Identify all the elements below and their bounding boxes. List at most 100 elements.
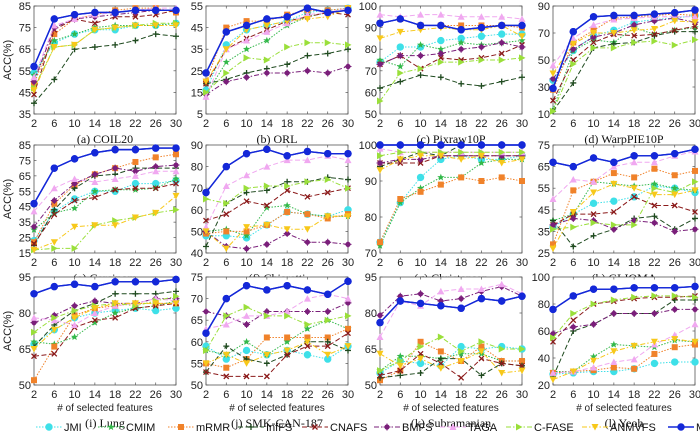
data-point-cmim — [91, 187, 99, 195]
data-point-inffs — [284, 178, 291, 185]
data-point-mnfr-mr — [111, 278, 119, 286]
series-line-anmvfs — [552, 183, 696, 249]
x-tick-label: 10 — [414, 257, 426, 269]
data-point-bmfs — [417, 290, 425, 298]
data-point-cmim — [303, 325, 312, 332]
data-point-taga — [283, 156, 291, 164]
data-point-cnafs — [324, 343, 331, 350]
data-point-inffs — [263, 360, 270, 367]
data-point-anmvfs — [50, 239, 58, 246]
x-tick-label: 2 — [203, 389, 209, 401]
data-point-bmfs — [569, 323, 577, 331]
data-point-c-fase — [671, 41, 679, 49]
data-point-mnfr-mr — [610, 158, 618, 166]
x-tick-label: 14 — [608, 118, 620, 130]
series-line-cmim — [379, 158, 522, 247]
data-point-taga — [30, 314, 38, 321]
data-point-mrmr — [651, 165, 658, 172]
data-point-inffs — [112, 290, 119, 297]
data-point-cmim — [222, 58, 230, 66]
data-point-inffs — [324, 338, 331, 345]
x-tick-label: 2 — [550, 389, 556, 401]
data-point-taga — [650, 158, 658, 166]
y-tick-label: 65 — [538, 162, 550, 174]
series-line-inffs — [33, 167, 176, 246]
series-line-c-fase — [552, 39, 696, 112]
data-point-taga — [344, 295, 352, 302]
data-point-inffs — [112, 41, 119, 48]
data-point-anmvfs — [131, 300, 139, 307]
data-point-taga — [152, 167, 160, 175]
data-point-inffs — [51, 206, 58, 213]
x-tick-label: 18 — [109, 257, 121, 269]
series-line-taga — [33, 170, 176, 212]
data-point-anmvfs — [498, 160, 506, 167]
data-point-cnafs — [345, 330, 351, 337]
data-point-mnfr-mr — [172, 144, 180, 152]
data-point-taga — [243, 37, 251, 44]
legend-item-bmfs: BMFS — [374, 422, 433, 434]
data-point-taga — [91, 309, 99, 316]
data-point-bmfs — [152, 163, 160, 171]
data-point-anmvfs — [202, 360, 210, 367]
series-line-inffs — [33, 33, 177, 104]
data-point-anmvfs — [283, 226, 291, 233]
data-point-anmvfs — [650, 25, 658, 33]
series-line-taga — [205, 7, 349, 97]
data-point-anmvfs — [630, 27, 638, 34]
data-point-mrmr — [152, 154, 159, 161]
y-tick-label: 85 — [19, 140, 31, 152]
data-point-mrmr — [610, 364, 617, 371]
data-point-mnfr-mr — [303, 4, 312, 12]
x-tick-label: 6 — [397, 257, 403, 269]
data-point-bmfs — [71, 302, 79, 310]
data-point-cmim — [50, 36, 58, 44]
data-point-taga — [303, 295, 311, 302]
data-point-anmvfs — [590, 189, 598, 197]
data-point-c-fase — [203, 88, 210, 96]
data-point-c-fase — [263, 182, 271, 190]
data-point-jmi — [589, 199, 598, 208]
data-point-c-fase — [610, 296, 618, 304]
panel-caption: (k) Subramanian — [411, 416, 491, 430]
data-point-mrmr — [610, 170, 617, 177]
y-tick-label: 55 — [538, 183, 550, 195]
y-tick-label: 100 — [532, 272, 550, 284]
data-point-cnafs — [610, 209, 617, 215]
data-point-anmvfs — [590, 357, 598, 365]
data-point-mrmr — [51, 31, 58, 38]
data-point-c-fase — [345, 312, 352, 320]
x-tick-label: 14 — [89, 257, 101, 269]
x-tick-label: 2 — [203, 118, 209, 130]
data-point-jmi — [437, 36, 445, 45]
data-point-mnfr-mr — [324, 290, 332, 298]
legend-label: BMFS — [402, 422, 433, 434]
y-axis-label: ACC(%) — [2, 311, 14, 351]
data-point-anmvfs — [324, 351, 332, 359]
data-point-mnfr-mr — [630, 284, 638, 292]
data-point-anmvfs — [457, 358, 465, 365]
data-point-inffs — [458, 80, 465, 87]
data-point-mnfr-mr — [498, 21, 506, 30]
data-point-taga — [569, 34, 577, 42]
x-tick-label: 22 — [129, 257, 141, 269]
data-point-cnafs — [304, 193, 311, 200]
data-point-c-fase — [692, 178, 699, 186]
x-tick-label: 10 — [240, 257, 252, 269]
data-point-anmvfs — [610, 348, 618, 355]
y-tick-label: 80 — [538, 299, 550, 311]
series-line-cnafs — [380, 155, 522, 164]
data-point-mrmr — [377, 239, 383, 246]
data-point-c-fase — [570, 223, 577, 231]
series-line-c-fase — [205, 306, 349, 351]
data-point-bmfs — [437, 50, 445, 58]
series-line-mrmr — [205, 211, 349, 235]
y-tick-label: 40 — [191, 248, 203, 260]
data-point-mnfr-mr — [131, 278, 140, 286]
data-point-anmvfs — [498, 370, 506, 377]
data-point-taga — [263, 28, 271, 35]
data-point-inffs — [243, 189, 250, 196]
data-point-mnfr-mr — [263, 145, 271, 154]
